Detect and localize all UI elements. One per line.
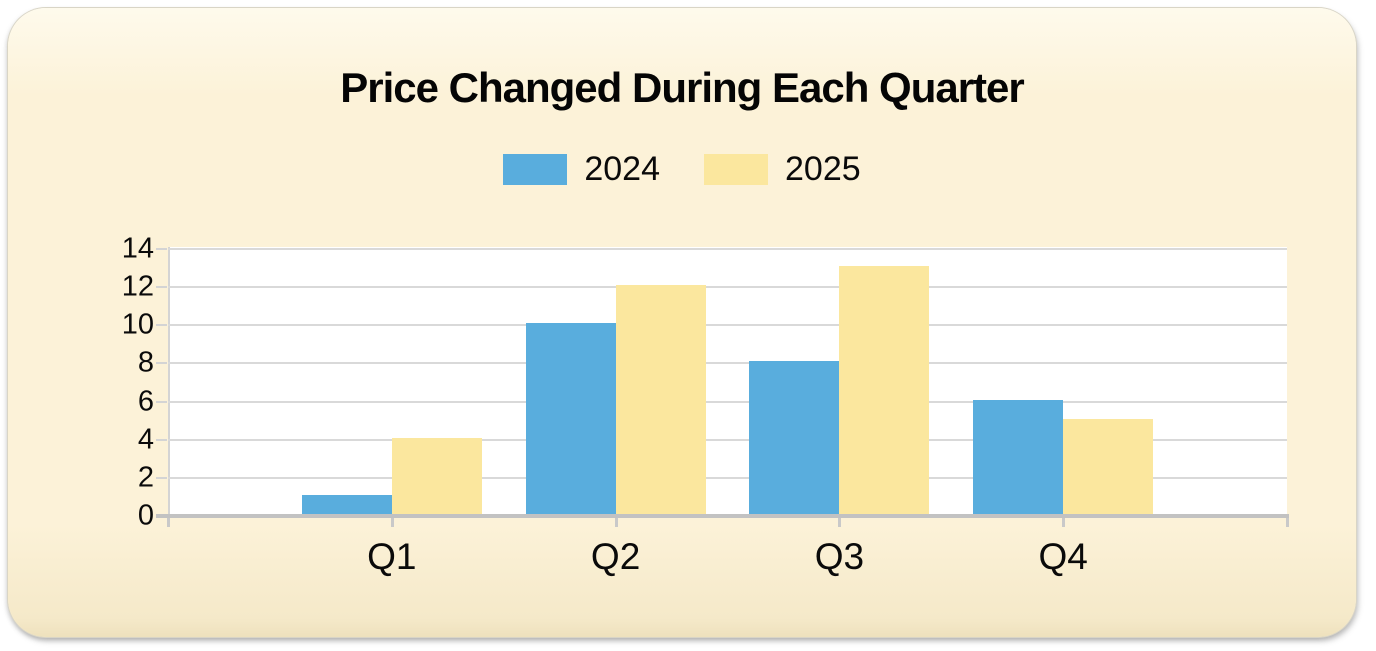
- legend: 2024 2025: [8, 152, 1356, 186]
- y-tick-label: 14: [121, 232, 154, 265]
- chart-panel: Price Changed During Each Quarter 2024 2…: [8, 8, 1356, 637]
- x-axis-end-tick: [167, 518, 170, 527]
- gridline: [168, 476, 1287, 479]
- chart-title: Price Changed During Each Quarter: [340, 64, 1025, 111]
- gridline: [168, 286, 1287, 289]
- y-tick-label: 8: [137, 346, 154, 379]
- bar-2024-q3: [749, 361, 840, 514]
- bar-2025-q1: [391, 437, 482, 514]
- legend-swatch-2024-icon: [503, 153, 568, 185]
- y-tick-label: 2: [137, 461, 154, 494]
- bar-2024-q1: [301, 494, 392, 514]
- y-axis-tick: [156, 476, 167, 479]
- gridline: [168, 248, 1287, 250]
- y-axis-tick: [156, 438, 167, 441]
- legend-item-2024: 2024: [503, 152, 660, 186]
- bar-2025-q3: [839, 266, 930, 514]
- x-axis-tick: [838, 518, 842, 527]
- x-tick-label: Q4: [1038, 536, 1088, 577]
- gridline: [168, 324, 1287, 327]
- y-axis-tick: [156, 286, 167, 289]
- x-tick-label: Q1: [367, 536, 417, 577]
- legend-swatch-2025-icon: [704, 153, 768, 185]
- bar-2024-q2: [525, 323, 616, 514]
- x-axis-tick: [1062, 518, 1066, 527]
- y-axis-tick: [156, 362, 167, 365]
- y-axis-tick: [156, 400, 167, 403]
- plot-area: 0 2 4 6 8 10 12 14 Q1 Q2 Q3 Q4: [122, 234, 1289, 575]
- bar-2025-q4: [1063, 418, 1154, 514]
- x-tick-label: Q3: [814, 536, 865, 577]
- y-axis-tick: [156, 248, 167, 250]
- gridline: [168, 438, 1287, 441]
- y-tick-label: 12: [121, 270, 154, 303]
- x-axis-end-tick: [1286, 518, 1289, 527]
- gridline: [168, 362, 1287, 365]
- y-tick-label: 4: [137, 423, 154, 456]
- x-axis-tick: [390, 518, 394, 527]
- bar-2024-q4: [973, 399, 1064, 514]
- y-tick-label: 0: [137, 499, 154, 532]
- legend-item-2025: 2025: [704, 152, 861, 186]
- gridline: [168, 400, 1287, 403]
- legend-label-2024: 2024: [584, 150, 660, 188]
- y-tick-label: 10: [121, 308, 154, 341]
- y-axis-line: [168, 247, 170, 516]
- x-axis-line: [156, 514, 1289, 518]
- x-tick-label: Q2: [590, 536, 641, 577]
- plot-wrap: 0 2 4 6 8 10 12 14 Q1 Q2 Q3 Q4: [122, 234, 1289, 575]
- y-tick-label: 6: [137, 385, 154, 418]
- x-axis-tick: [614, 518, 618, 527]
- legend-label-2025: 2025: [785, 150, 861, 188]
- bar-2025-q2: [615, 285, 706, 514]
- y-axis-tick: [156, 324, 167, 327]
